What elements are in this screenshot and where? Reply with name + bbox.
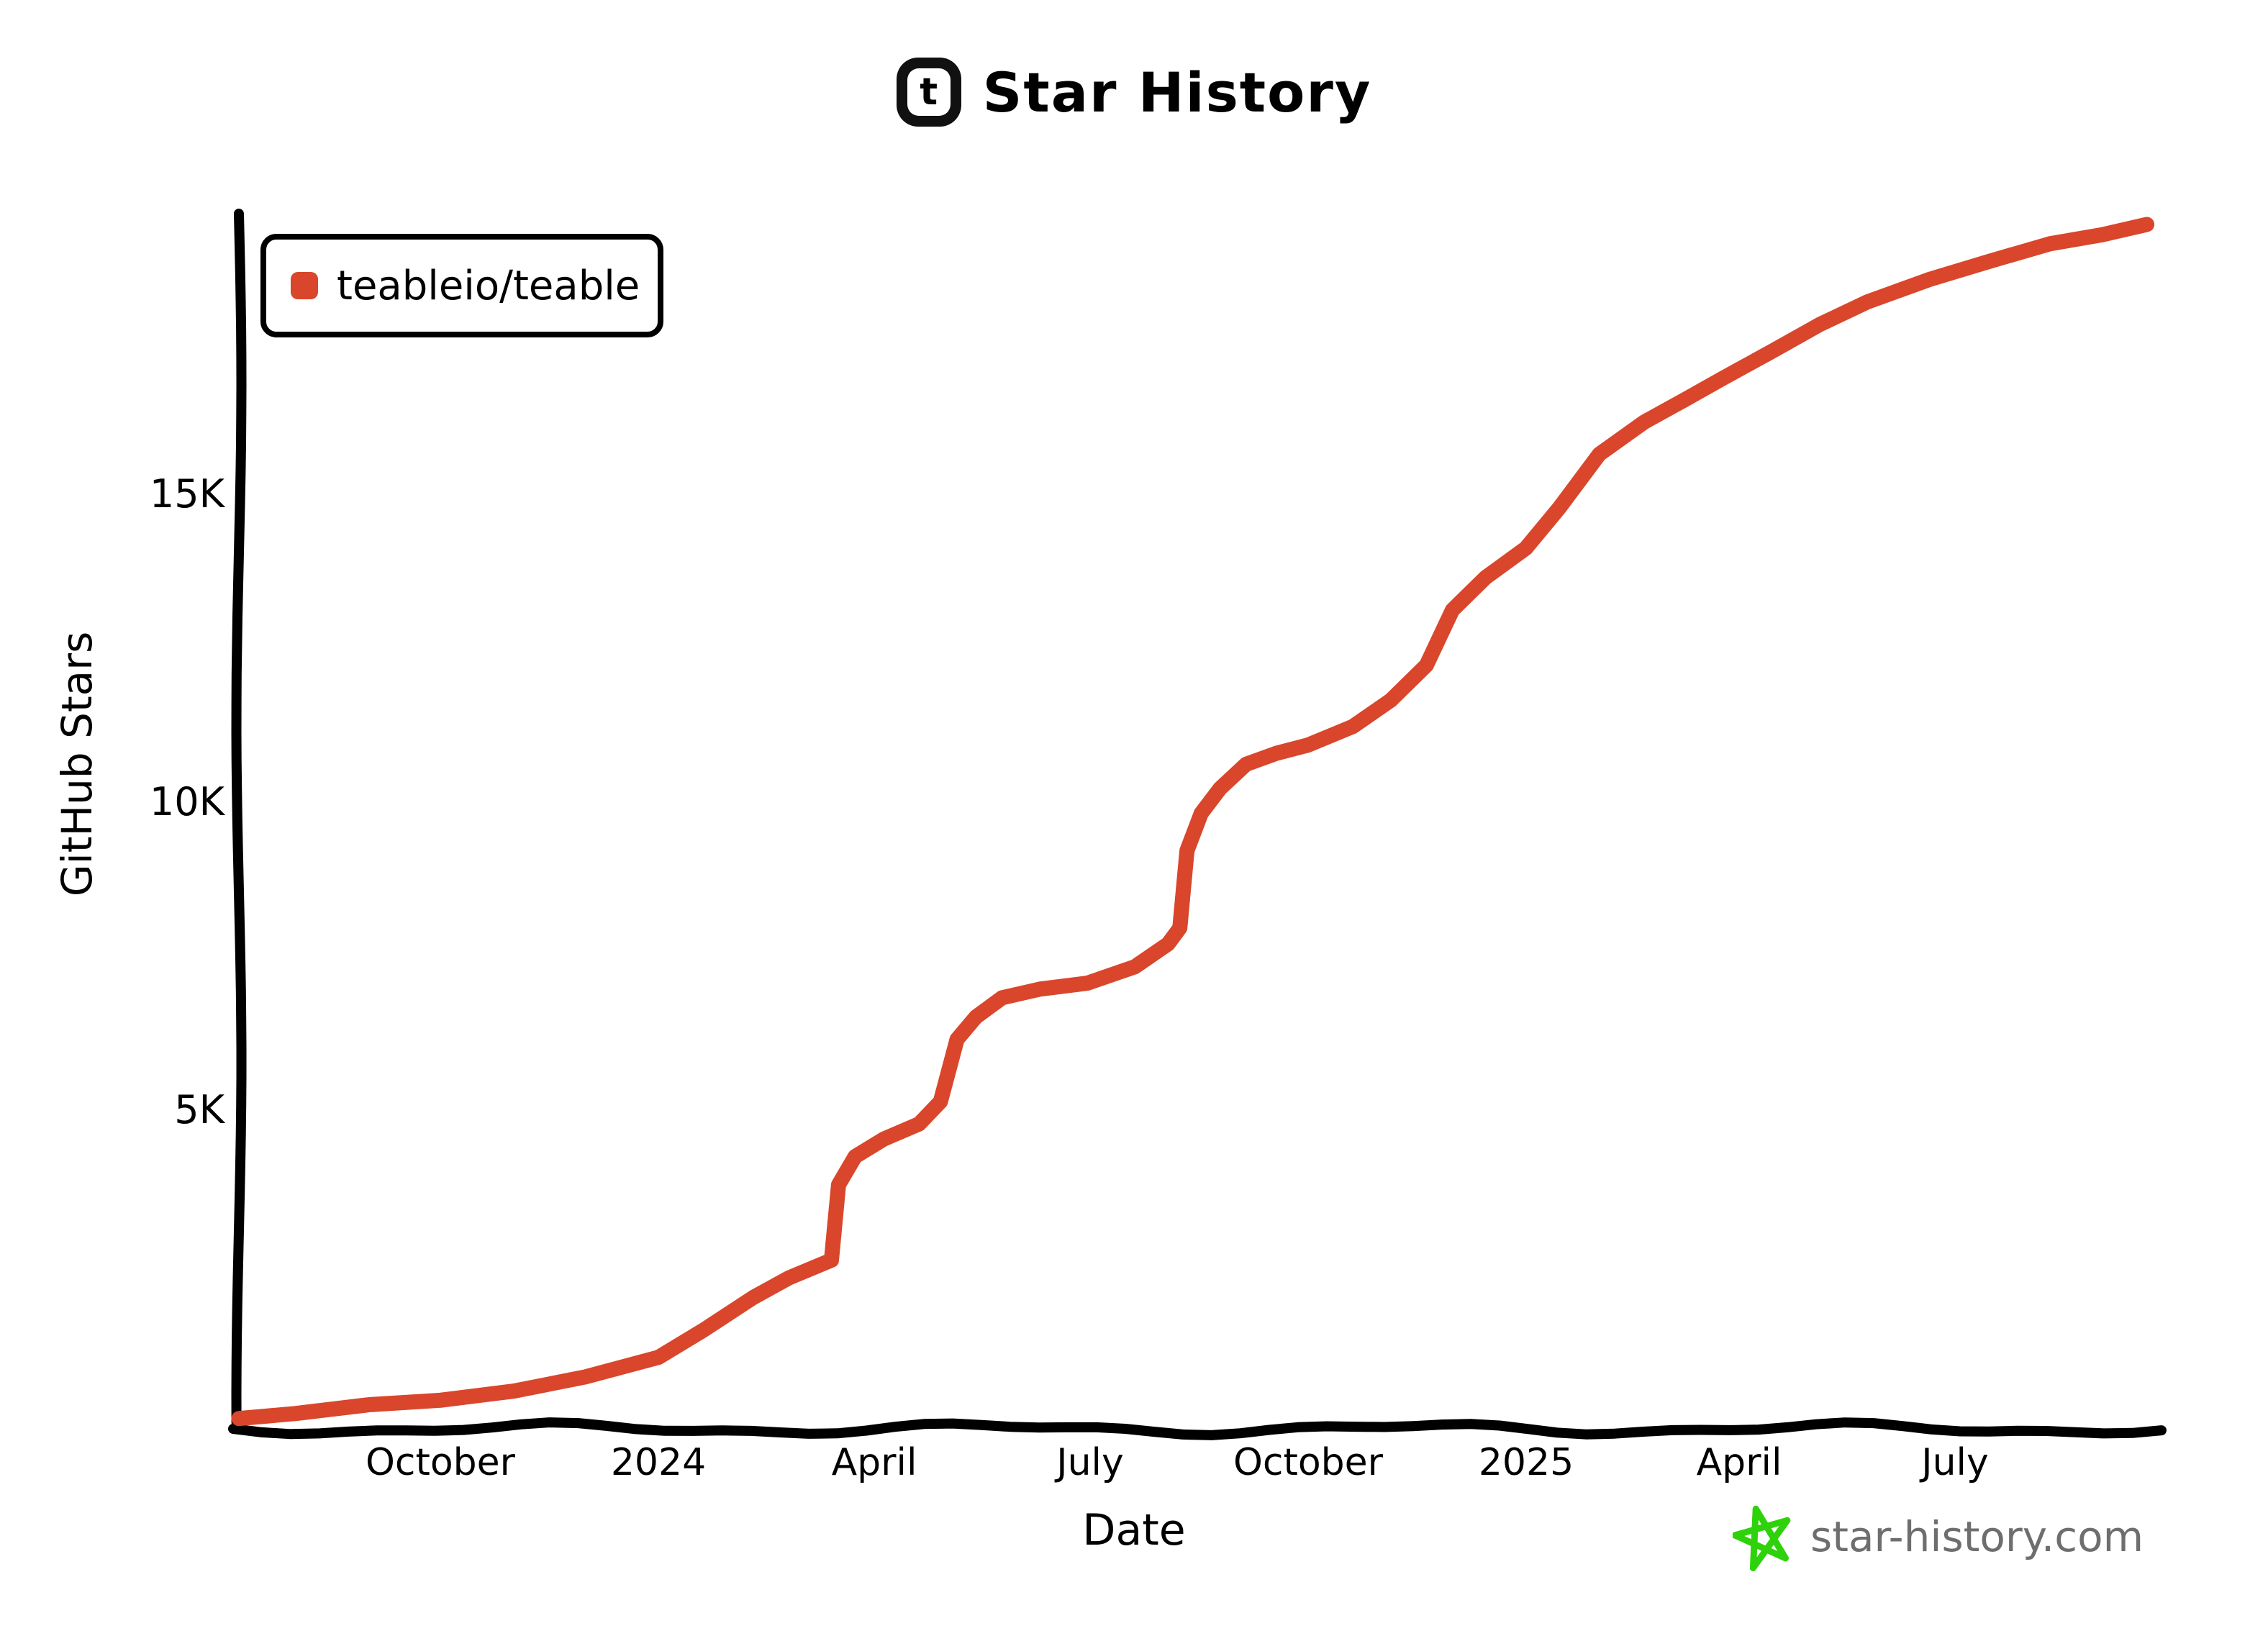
x-tick-label: October <box>365 1441 516 1484</box>
y-tick-label: 15K <box>149 471 224 517</box>
x-axis-line <box>228 1417 2167 1440</box>
y-tick-label: 5K <box>174 1087 224 1132</box>
x-tick-label: July <box>1921 1441 1989 1484</box>
x-tick-label: April <box>1696 1441 1782 1484</box>
star-icon <box>1733 1505 1791 1571</box>
y-axis-line <box>231 209 247 1427</box>
y-tick-label: 10K <box>149 779 224 824</box>
chart-title-row: t Star History <box>0 58 2268 127</box>
series-line-teableio-teable <box>231 217 2155 1427</box>
legend-series-marker <box>291 272 318 299</box>
x-tick-label: April <box>831 1441 917 1484</box>
watermark-text: star-history.com <box>1810 1512 2144 1561</box>
x-axis-title: Date <box>1082 1505 1186 1555</box>
x-tick-label: 2024 <box>610 1441 707 1484</box>
teable-logo-icon: t <box>896 58 961 127</box>
watermark: star-history.com <box>1733 1502 2144 1571</box>
page-title: Star History <box>982 60 1372 124</box>
x-tick-label: October <box>1233 1441 1384 1484</box>
legend-box: teableio/teable <box>260 234 663 337</box>
x-tick-label: July <box>1056 1441 1124 1484</box>
logo-letter: t <box>920 71 938 114</box>
x-tick-label: 2025 <box>1478 1441 1574 1484</box>
y-axis-title: GitHub Stars <box>53 631 101 897</box>
legend-series-label: teableio/teable <box>337 262 640 309</box>
